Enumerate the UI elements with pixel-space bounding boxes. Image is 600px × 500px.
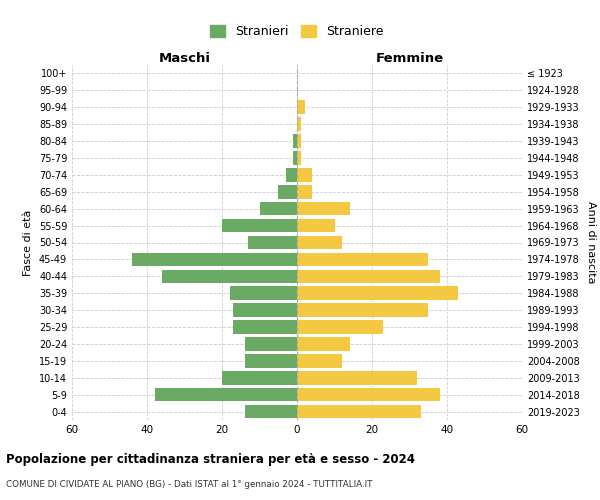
Bar [245,337,297,350]
Bar [222,371,297,384]
Bar [229,286,297,300]
Bar [245,354,297,368]
Bar [297,202,349,215]
Text: Popolazione per cittadinanza straniera per età e sesso - 2024: Popolazione per cittadinanza straniera p… [6,452,415,466]
Text: COMUNE DI CIVIDATE AL PIANO (BG) - Dati ISTAT al 1° gennaio 2024 - TUTTITALIA.IT: COMUNE DI CIVIDATE AL PIANO (BG) - Dati … [6,480,373,489]
Bar [297,354,342,368]
Bar [222,219,297,232]
Bar [278,185,297,198]
Bar [132,252,297,266]
Bar [248,236,297,250]
Bar [297,134,301,148]
Bar [297,337,349,350]
Bar [297,185,312,198]
Bar [297,236,342,250]
Bar [297,219,335,232]
Bar [297,168,312,181]
Y-axis label: Anni di nascita: Anni di nascita [586,201,596,284]
Bar [297,320,383,334]
Bar [297,270,439,283]
Text: Maschi: Maschi [158,52,211,65]
Bar [293,151,297,164]
Y-axis label: Fasce di età: Fasce di età [23,210,33,276]
Bar [233,304,297,317]
Bar [297,151,301,164]
Bar [297,405,421,418]
Legend: Stranieri, Straniere: Stranieri, Straniere [206,22,388,42]
Bar [245,405,297,418]
Bar [297,286,458,300]
Bar [297,100,305,114]
Bar [297,304,428,317]
Bar [155,388,297,402]
Bar [260,202,297,215]
Bar [293,134,297,148]
Bar [297,388,439,402]
Text: Femmine: Femmine [376,52,443,65]
Bar [286,168,297,181]
Bar [297,371,417,384]
Bar [297,118,301,131]
Bar [297,252,428,266]
Bar [162,270,297,283]
Bar [233,320,297,334]
